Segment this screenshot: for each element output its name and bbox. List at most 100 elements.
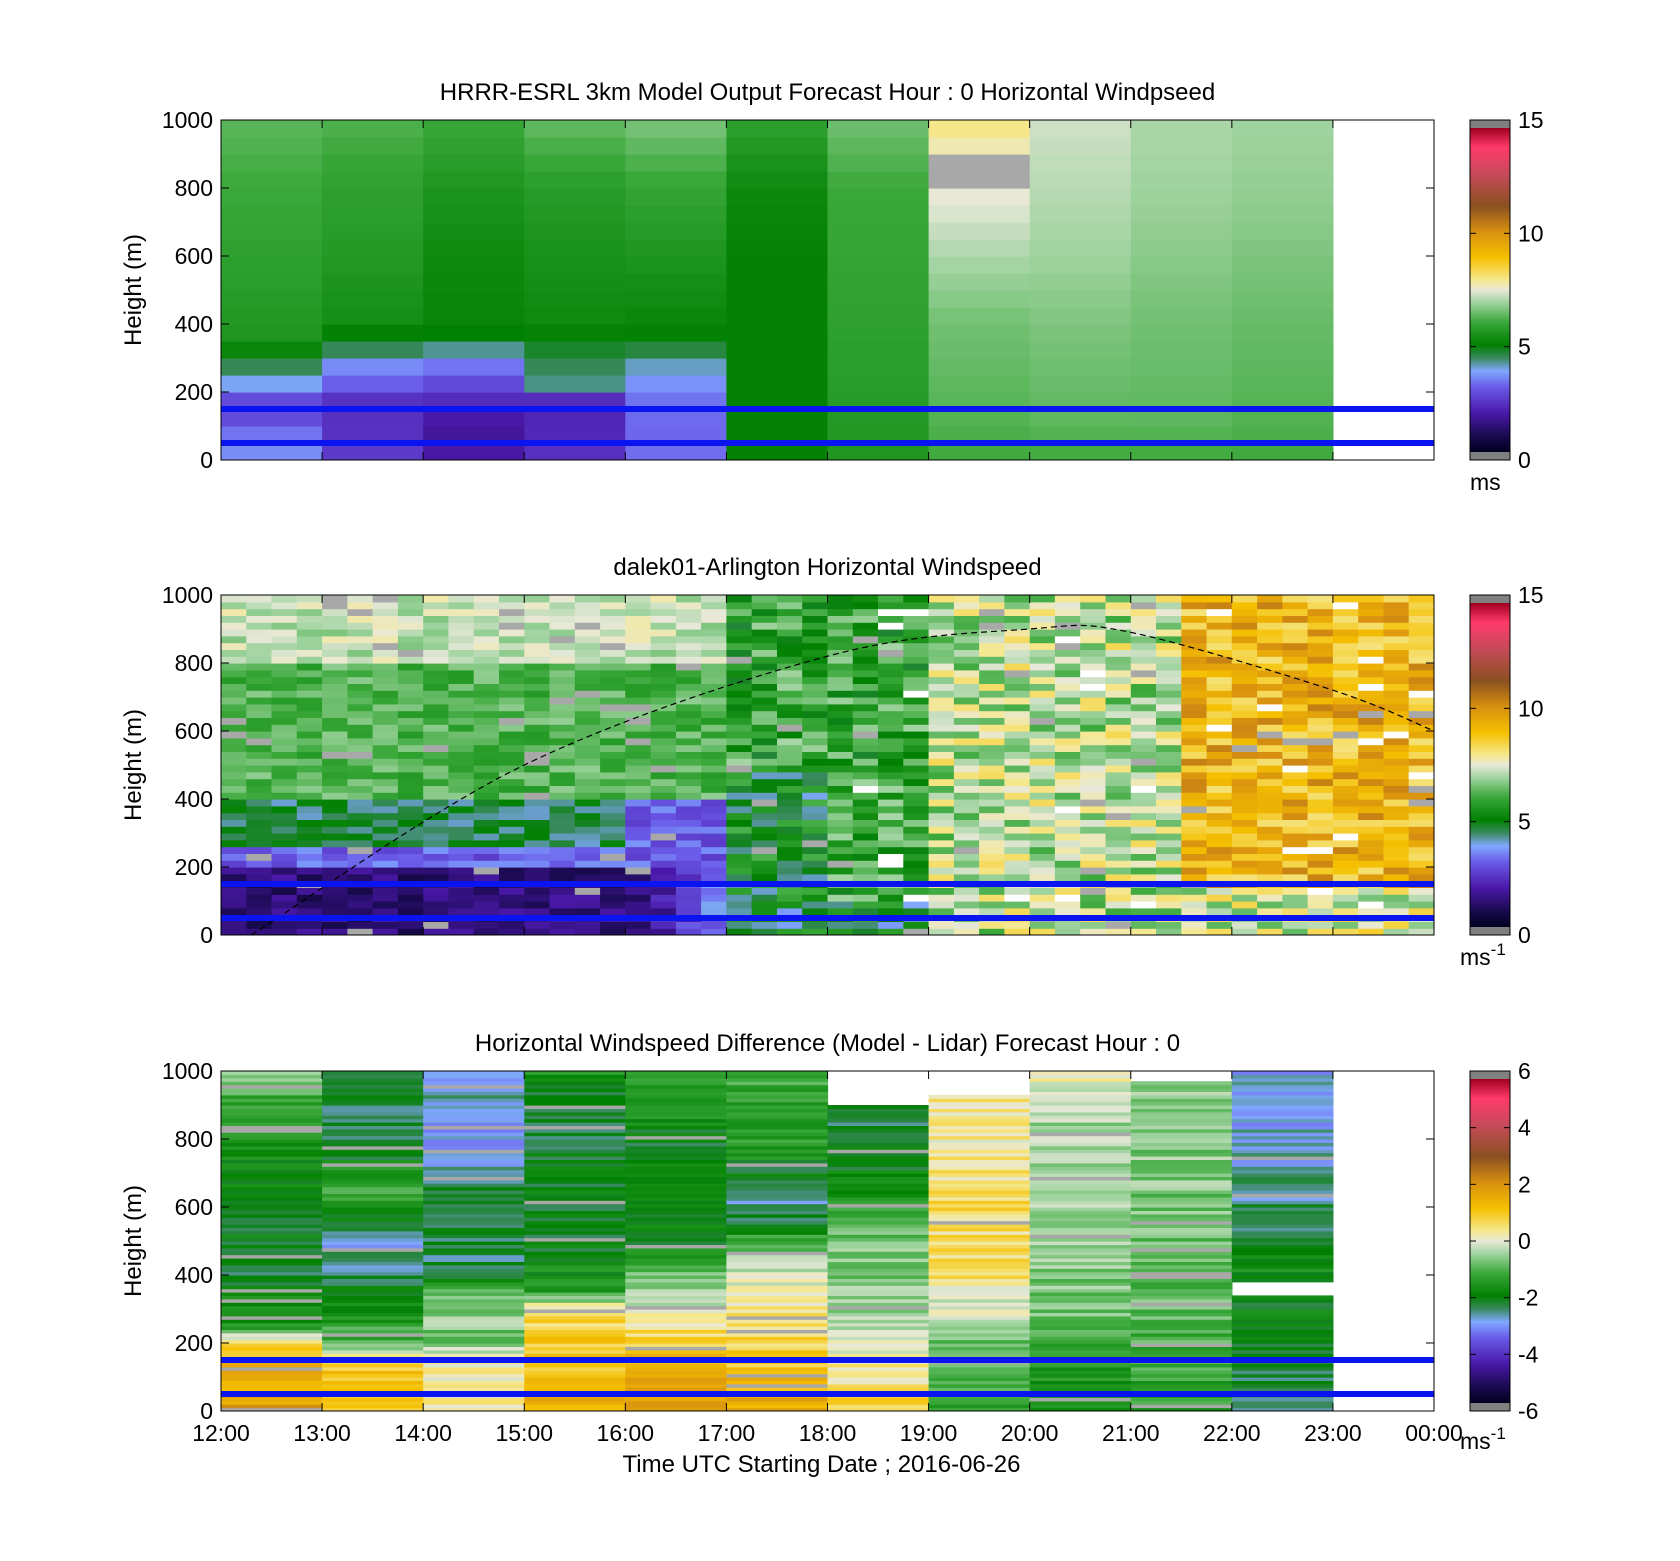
heatmap-cell (650, 608, 677, 616)
heatmap-cell (296, 839, 323, 848)
heatmap-cell (903, 826, 930, 834)
heatmap-cell (675, 785, 702, 793)
heatmap-cell (701, 683, 727, 691)
heatmap-cell (1156, 615, 1182, 623)
heatmap-cell (827, 307, 930, 325)
heatmap-cell (827, 1271, 930, 1276)
heatmap-cell (347, 771, 374, 780)
heatmap-cell (221, 676, 247, 684)
heatmap-cell (1231, 867, 1258, 875)
heatmap-cell (1282, 860, 1309, 868)
heatmap-cell (221, 1230, 323, 1235)
heatmap-cell (1029, 826, 1056, 834)
heatmap-cell (1029, 1397, 1132, 1402)
heatmap-cell (322, 154, 424, 172)
heatmap-cell (1105, 812, 1132, 820)
heatmap-cell (625, 188, 727, 206)
heatmap-cell (1156, 649, 1182, 657)
xtick-label: 19:00 (900, 1420, 958, 1446)
heatmap-cell (372, 853, 399, 861)
heatmap-cell (751, 663, 778, 671)
heatmap-cell (1029, 1203, 1132, 1208)
heatmap-cell (1231, 1135, 1334, 1140)
heatmap-cell (928, 826, 955, 834)
heatmap-cell (1004, 873, 1031, 882)
heatmap-cell (473, 615, 500, 623)
heatmap-cell (1181, 608, 1208, 616)
heatmap-cell (1231, 839, 1258, 848)
ytick-label: 400 (175, 1262, 213, 1288)
heatmap-cell (751, 819, 778, 827)
heatmap-cell (1156, 656, 1182, 664)
heatmap-cell (726, 1281, 829, 1286)
heatmap-cell (1181, 792, 1208, 800)
heatmap-cell (979, 826, 1005, 834)
heatmap-cell (347, 595, 374, 603)
heatmap-cell (1231, 290, 1334, 308)
heatmap-cell (322, 1186, 424, 1191)
heatmap-cell (1004, 744, 1031, 752)
heatmap-cell (271, 853, 298, 861)
heatmap-cell (1130, 1227, 1233, 1232)
heatmap-cell (1231, 826, 1258, 834)
heatmap-cell (372, 697, 399, 705)
heatmap-cell (1181, 683, 1208, 691)
heatmap-cell (827, 1305, 930, 1310)
heatmap-cell (1029, 1118, 1132, 1123)
heatmap-cell (751, 697, 778, 705)
heatmap-cell (549, 771, 576, 780)
heatmap-cell (1332, 907, 1359, 916)
heatmap-cell (928, 853, 955, 861)
heatmap-cell (524, 409, 626, 427)
heatmap-cell (1231, 703, 1258, 712)
heatmap-cell (675, 867, 702, 875)
heatmap-cell (1231, 901, 1258, 909)
heatmap-cell (726, 1193, 829, 1198)
heatmap-cell (1004, 629, 1031, 637)
heatmap-cell (1231, 928, 1258, 935)
heatmap-cell (347, 887, 374, 895)
heatmap-cell (827, 1407, 930, 1411)
heatmap-cell (524, 717, 551, 725)
heatmap-cell (423, 205, 525, 223)
heatmap-cell (827, 154, 930, 172)
heatmap-cell (221, 1407, 323, 1411)
heatmap-cell (675, 887, 702, 895)
heatmap-cell (574, 744, 601, 752)
heatmap-cell (1231, 1302, 1334, 1307)
heatmap-cell (1358, 853, 1385, 861)
heatmap-cell (625, 765, 652, 773)
heatmap-cell (322, 1343, 424, 1347)
heatmap-cell (1231, 1152, 1334, 1157)
heatmap-cell (423, 1213, 525, 1218)
heatmap-cell (499, 608, 525, 616)
heatmap-cell (625, 1071, 727, 1075)
heatmap-cell (448, 873, 475, 882)
heatmap-cell (600, 785, 626, 793)
heatmap-cell (726, 1264, 829, 1269)
heatmap-cell (271, 846, 298, 854)
heatmap-cell (625, 601, 652, 610)
heatmap-cell (1282, 853, 1309, 861)
colorbar-tick-label: 15 (1518, 582, 1544, 608)
heatmap-cell (777, 622, 803, 630)
heatmap-cell (1105, 656, 1132, 664)
heatmap-cell (1054, 765, 1081, 773)
heatmap-cell (852, 669, 879, 678)
heatmap-cell (1029, 1363, 1132, 1368)
heatmap-cell (246, 710, 273, 718)
heatmap-cell (1130, 1244, 1233, 1249)
heatmap-cell (221, 375, 323, 393)
heatmap-cell (928, 1132, 1031, 1137)
heatmap-cell (878, 873, 904, 882)
heatmap-cell (1231, 1400, 1334, 1405)
heatmap-cell (701, 629, 727, 637)
heatmap-cell (726, 1156, 829, 1160)
heatmap-cell (903, 629, 930, 637)
heatmap-cell (221, 120, 323, 138)
heatmap-cell (296, 907, 323, 916)
heatmap-cell (802, 629, 829, 637)
heatmap-cell (1156, 860, 1182, 868)
heatmap-cell (1307, 642, 1334, 650)
